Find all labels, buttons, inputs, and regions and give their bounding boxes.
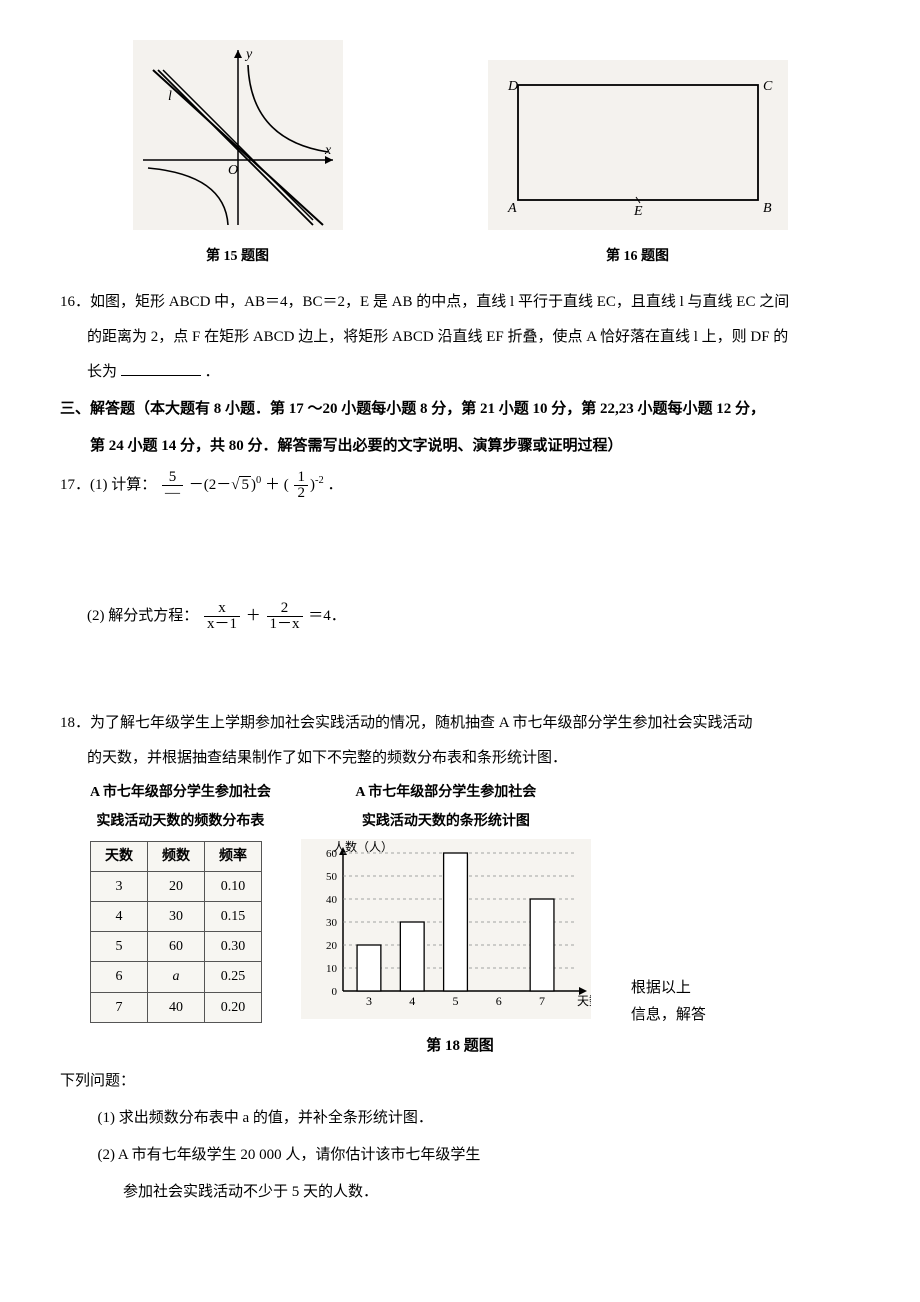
fig16-C: C (763, 79, 773, 94)
table-row: 4300.15 (91, 901, 262, 931)
q16-line2: 的距离为 2，点 F 在矩形 ABCD 边上，将矩形 ABCD 沿直线 EF 折… (87, 324, 860, 351)
q17-label: 17．(1) 计算： (60, 477, 156, 493)
q18-after: 下列问题： (60, 1068, 860, 1095)
q17-minus: －(2－ (189, 477, 232, 493)
q18-table-block: A 市七年级部分学生参加社会 实践活动天数的频数分布表 天数频数频率 3200.… (90, 780, 271, 1029)
q18-table-title2: 实践活动天数的频数分布表 (90, 809, 271, 834)
q18-chart-block: A 市七年级部分学生参加社会 实践活动天数的条形统计图 人数（人）0102030… (301, 780, 591, 1028)
svg-text:5: 5 (452, 994, 458, 1008)
svg-text:30: 30 (326, 917, 338, 929)
table-cell: 0.25 (205, 962, 262, 992)
svg-text:20: 20 (326, 940, 338, 952)
fig18-caption: 第 18 题图 (60, 1033, 860, 1060)
table-cell: a (148, 962, 205, 992)
table-cell: 7 (91, 992, 148, 1022)
q17-2-frac1: x x－1 (204, 601, 240, 632)
fig16-caption: 第 16 题图 (488, 244, 788, 269)
freq-table: 天数频数频率 3200.104300.155600.306a0.257400.2… (90, 841, 262, 1023)
figure-16-svg: D C A B E (488, 60, 788, 230)
table-cell: 0.20 (205, 992, 262, 1022)
q18-chart-title1: A 市七年级部分学生参加社会 (301, 780, 591, 805)
table-cell: 40 (148, 992, 205, 1022)
figure-16: D C A B E 第 16 题图 (488, 60, 788, 269)
fig16-E: E (633, 204, 643, 219)
q16-line3: 长为 ． (87, 359, 860, 386)
table-cell: 20 (148, 871, 205, 901)
table-cell: 6 (91, 962, 148, 992)
freq-table-header: 频率 (205, 841, 262, 871)
svg-text:10: 10 (326, 963, 338, 975)
q18-sub1: (1) 求出频数分布表中 a 的值，并补全条形统计图． (98, 1105, 861, 1132)
fig15-y-label: y (244, 47, 253, 62)
q18-side-note: 根据以上 信息，解答 (631, 975, 706, 1029)
table-row: 7400.20 (91, 992, 262, 1022)
svg-text:60: 60 (326, 848, 338, 860)
fig16-B: B (763, 201, 772, 216)
fig15-x-label: x (324, 143, 332, 158)
q18-line1: 18．为了解七年级学生上学期参加社会实践活动的情况，随机抽查 A 市七年级部分学… (60, 710, 860, 737)
svg-text:7: 7 (539, 994, 545, 1008)
svg-text:天数（天）: 天数（天） (577, 993, 591, 1008)
q16-line1: 16．如图，矩形 ABCD 中，AB＝4，BC＝2，E 是 AB 的中点，直线 … (60, 289, 860, 316)
section3-line1: 三、解答题（本大题有 8 小题．第 17 ～20 小题每小题 8 分，第 21 … (60, 396, 860, 423)
svg-text:3: 3 (366, 994, 372, 1008)
q18-chart-title2: 实践活动天数的条形统计图 (301, 809, 591, 834)
fig16-D: D (507, 79, 518, 94)
q17-expn2: -2 (315, 475, 324, 486)
svg-text:0: 0 (331, 986, 337, 998)
q17-end: ． (327, 477, 342, 493)
table-cell: 5 (91, 932, 148, 962)
fig16-A: A (507, 201, 517, 216)
q17-half: 1 2 (294, 470, 308, 501)
table-row: 3200.10 (91, 871, 262, 901)
bar-chart: 人数（人）010203040506034567天数（天） (301, 839, 591, 1019)
table-cell: 0.15 (205, 901, 262, 931)
figure-15: y x O l 第 15 题图 (133, 40, 343, 269)
fig15-o-label: O (228, 163, 238, 178)
table-cell: 3 (91, 871, 148, 901)
svg-text:40: 40 (326, 894, 338, 906)
freq-table-header: 频数 (148, 841, 205, 871)
q17-plus: ＋ ( (265, 477, 289, 493)
q18-sub2-1: (2) A 市有七年级学生 20 000 人，请你估计该市七年级学生 (98, 1142, 861, 1169)
svg-text:50: 50 (326, 871, 338, 883)
table-cell: 4 (91, 901, 148, 931)
q17-sqrt: 5 (239, 476, 251, 493)
q16-line3-text: 长为 (87, 364, 117, 380)
svg-text:4: 4 (409, 994, 415, 1008)
freq-table-header: 天数 (91, 841, 148, 871)
table-cell: 30 (148, 901, 205, 931)
q16-period: ． (205, 364, 220, 380)
table-row: 5600.30 (91, 932, 262, 962)
table-cell: 0.10 (205, 871, 262, 901)
q17-exp0: 0 (256, 475, 261, 486)
q17-2-frac2: 2 1－x (267, 601, 303, 632)
table-cell: 60 (148, 932, 205, 962)
q17-part2: (2) 解分式方程： x x－1 ＋ 2 1－x ＝4． (87, 601, 860, 632)
q18-table-title1: A 市七年级部分学生参加社会 (90, 780, 271, 805)
q18-figure-row: A 市七年级部分学生参加社会 实践活动天数的频数分布表 天数频数频率 3200.… (60, 780, 860, 1029)
fig15-l-label: l (168, 89, 172, 104)
q18-side1: 根据以上 (631, 980, 691, 996)
q17-part1: 17．(1) 计算： 5 — －(2－5)0 ＋ ( 1 2 )-2 ． (60, 470, 860, 501)
q17-2-label: (2) 解分式方程： (87, 608, 198, 624)
figures-row: y x O l 第 15 题图 D C A B E 第 16 题图 (60, 40, 860, 269)
figure-15-svg: y x O l (133, 40, 343, 230)
q16-blank (121, 360, 201, 376)
table-cell: 0.30 (205, 932, 262, 962)
svg-text:6: 6 (496, 994, 502, 1008)
q17-frac1: 5 — (162, 470, 183, 501)
q18-line2: 的天数，并根据抽查结果制作了如下不完整的频数分布表和条形统计图． (87, 745, 860, 772)
table-row: 6a0.25 (91, 962, 262, 992)
q18-side2: 信息，解答 (631, 1007, 706, 1023)
q17-2-eq: ＝4． (308, 608, 346, 624)
q17-2-plus: ＋ (246, 608, 261, 624)
fig15-caption: 第 15 题图 (133, 244, 343, 269)
section3-line2: 第 24 小题 14 分，共 80 分．解答需写出必要的文字说明、演算步骤或证明… (90, 433, 860, 460)
q18-sub2-2: 参加社会实践活动不少于 5 天的人数． (123, 1179, 860, 1206)
